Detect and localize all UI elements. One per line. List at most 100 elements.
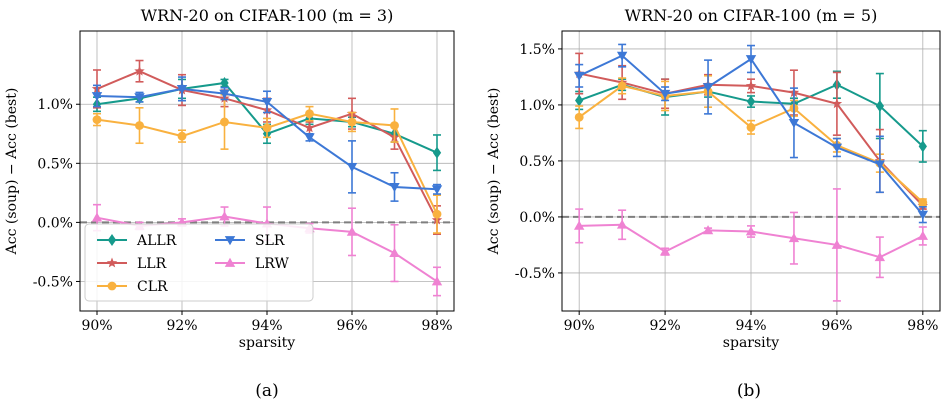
x-tick-label: 90% bbox=[81, 318, 112, 334]
data-point bbox=[262, 123, 272, 133]
data-point bbox=[134, 65, 145, 76]
x-tick-label: 96% bbox=[821, 318, 852, 334]
data-point bbox=[745, 226, 757, 236]
x-tick-label: 94% bbox=[251, 318, 282, 334]
data-point bbox=[432, 146, 442, 159]
legend-marker bbox=[107, 281, 117, 291]
data-point bbox=[432, 209, 442, 219]
y-axis-label: Acc (soup) − Acc (best) bbox=[4, 88, 20, 256]
legend-marker bbox=[224, 257, 236, 267]
data-point bbox=[746, 95, 756, 108]
y-tick-label: 1.5% bbox=[519, 42, 555, 58]
x-tick-label: 98% bbox=[421, 318, 452, 334]
data-point bbox=[573, 220, 585, 230]
data-point bbox=[617, 81, 627, 91]
data-point bbox=[177, 131, 187, 141]
legend-marker bbox=[106, 257, 118, 268]
legend-marker bbox=[107, 234, 117, 246]
data-point bbox=[134, 93, 145, 103]
data-point bbox=[176, 84, 188, 95]
data-point bbox=[918, 197, 928, 207]
data-point bbox=[874, 252, 886, 262]
chart-panel-b: 90% 92% 94% 96% 98% -0.5% 0.0% 0.5% 1.0% 1.5% WRN-… bbox=[486, 6, 941, 401]
x-axis-label: sparsity bbox=[239, 335, 295, 351]
x-tick-label: 98% bbox=[907, 318, 938, 334]
data-point bbox=[874, 160, 886, 170]
data-point bbox=[575, 94, 584, 107]
x-tick-label: 92% bbox=[166, 318, 197, 334]
data-point bbox=[917, 230, 929, 240]
legend-marker bbox=[224, 236, 236, 246]
legend: ALLR LLR CLR SLR LRW bbox=[84, 223, 314, 302]
data-point bbox=[304, 122, 315, 133]
series-lrw bbox=[573, 188, 929, 302]
data-point bbox=[746, 122, 756, 132]
y-tick-label: 0.5% bbox=[519, 154, 555, 170]
legend-item-allr: ALLR bbox=[97, 233, 177, 249]
series-slr bbox=[573, 43, 929, 224]
panel-label: (a) bbox=[255, 381, 278, 401]
y-tick-label: -0.5% bbox=[515, 266, 555, 282]
data-point bbox=[346, 162, 358, 173]
x-axis-label: sparsity bbox=[723, 335, 779, 351]
x-tick-label: 94% bbox=[735, 318, 766, 334]
data-point bbox=[831, 239, 843, 249]
data-point bbox=[702, 83, 714, 93]
y-tick-label: 0.0% bbox=[37, 215, 73, 231]
data-point bbox=[431, 276, 443, 286]
data-point bbox=[616, 51, 628, 61]
legend-item-llr: LLR bbox=[97, 256, 167, 272]
data-point bbox=[390, 121, 399, 130]
data-point bbox=[573, 71, 585, 81]
legend-label: ALLR bbox=[136, 233, 177, 249]
data-point bbox=[389, 247, 400, 258]
panel-label: (b) bbox=[737, 381, 761, 401]
y-tick-label: 1.0% bbox=[37, 97, 73, 113]
data-point bbox=[831, 143, 843, 153]
data-point bbox=[220, 77, 229, 89]
data-point bbox=[347, 117, 357, 127]
series-slr bbox=[91, 76, 443, 202]
y-axis-label: Acc (soup) − Acc (best) bbox=[486, 88, 502, 256]
legend-label: SLR bbox=[255, 233, 285, 249]
data-point bbox=[261, 97, 273, 108]
data-point bbox=[875, 100, 885, 113]
data-point bbox=[304, 133, 315, 143]
chart-title: WRN-20 on CIFAR-100 (m = 5) bbox=[625, 6, 878, 25]
data-point bbox=[616, 219, 628, 229]
data-point bbox=[431, 185, 443, 195]
y-tick-label: -0.5% bbox=[33, 274, 73, 290]
legend-label: LLR bbox=[137, 256, 167, 272]
data-point bbox=[346, 226, 358, 236]
y-tick-label: 1.0% bbox=[519, 98, 555, 114]
data-point bbox=[702, 225, 714, 235]
data-point bbox=[305, 109, 314, 119]
y-tick-label: 0.5% bbox=[37, 156, 73, 172]
legend-box bbox=[84, 223, 314, 302]
legend-label: CLR bbox=[137, 279, 168, 295]
series-clr bbox=[92, 93, 442, 234]
data-point bbox=[659, 89, 671, 99]
x-tick-label: 92% bbox=[650, 318, 681, 334]
legend-item-slr: SLR bbox=[215, 233, 285, 249]
legend-item-clr: CLR bbox=[97, 279, 168, 295]
chart-panel-a: 90% 92% 94% 96% 98% -0.5% 0.0% 0.5% 1.0% WRN-20 o… bbox=[4, 6, 455, 401]
data-point bbox=[219, 211, 230, 221]
x-tick-label: 90% bbox=[564, 318, 595, 334]
data-point bbox=[574, 112, 584, 122]
data-point bbox=[831, 98, 843, 109]
data-point bbox=[788, 233, 800, 243]
data-point bbox=[219, 89, 230, 99]
data-point bbox=[745, 55, 757, 65]
data-point bbox=[745, 80, 757, 91]
data-point bbox=[389, 183, 400, 193]
x-tick-label: 96% bbox=[336, 318, 367, 334]
data-point bbox=[220, 117, 229, 127]
data-point bbox=[91, 212, 103, 222]
data-point bbox=[91, 92, 103, 102]
data-point bbox=[918, 140, 927, 153]
y-tick-label: 0.0% bbox=[519, 210, 555, 226]
data-point bbox=[135, 121, 144, 130]
legend-item-lrw: LRW bbox=[215, 256, 290, 272]
